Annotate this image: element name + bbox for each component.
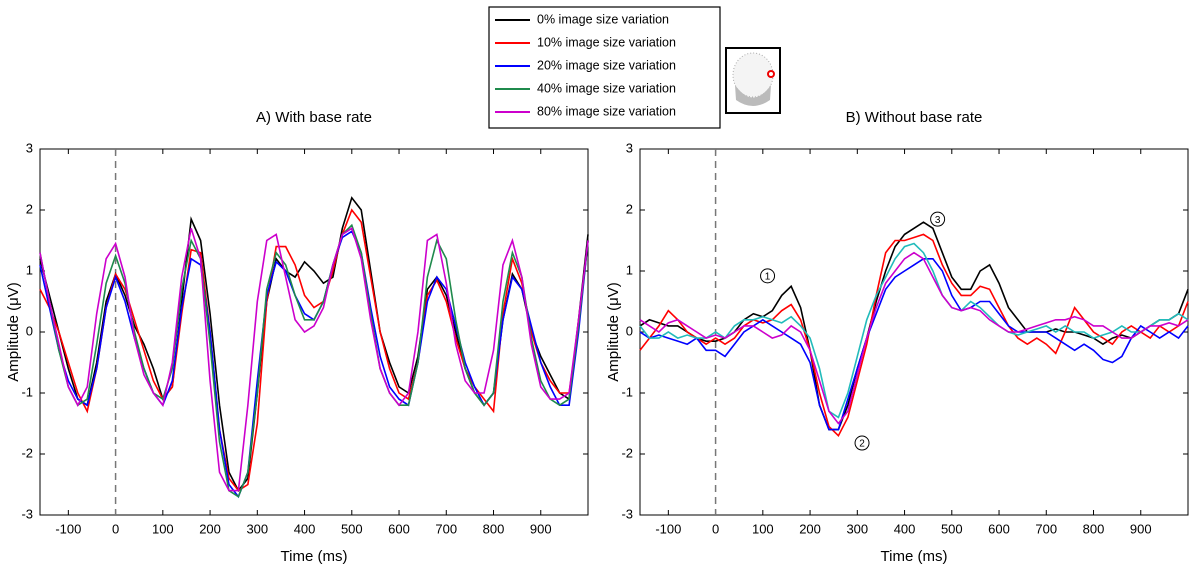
y-tick-label: 2 xyxy=(626,201,633,216)
x-tick-label: 700 xyxy=(435,521,457,536)
chart-title: B) Without base rate xyxy=(846,109,983,126)
x-tick-label: 900 xyxy=(530,521,552,536)
x-tick-label: -100 xyxy=(655,521,681,536)
x-tick-label: -100 xyxy=(55,521,81,536)
legend-label: 0% image size variation xyxy=(537,12,669,26)
y-tick-label: 0 xyxy=(626,323,633,338)
legend-label: 10% image size variation xyxy=(537,35,676,49)
x-tick-label: 200 xyxy=(799,521,821,536)
series-line xyxy=(39,227,589,492)
x-tick-label: 800 xyxy=(483,521,505,536)
chart-title: A) With base rate xyxy=(256,109,372,126)
annotation-circle xyxy=(930,211,946,227)
y-axis-label: Amplitude (μV) xyxy=(5,282,22,382)
legend-label: 20% image size variation xyxy=(537,58,676,72)
legend-box xyxy=(488,6,721,129)
y-tick-label: -3 xyxy=(21,506,33,521)
x-tick-label: 200 xyxy=(199,521,221,536)
x-tick-label: 400 xyxy=(894,521,916,536)
x-tick-label: 400 xyxy=(294,521,316,536)
y-tick-label: 1 xyxy=(26,262,33,277)
x-tick-label: 100 xyxy=(152,521,174,536)
y-tick-label: 1 xyxy=(626,262,633,277)
x-tick-label: 700 xyxy=(1035,521,1057,536)
x-tick-label: 0 xyxy=(112,521,119,536)
annotation: 3 xyxy=(935,215,941,226)
y-tick-label: 3 xyxy=(626,140,633,155)
series-line xyxy=(639,258,1189,431)
x-tick-label: 0 xyxy=(712,521,719,536)
x-tick-label: 600 xyxy=(388,521,410,536)
x-tick-label: 500 xyxy=(341,521,363,536)
y-tick-label: 0 xyxy=(26,323,33,338)
series-line xyxy=(639,233,1189,438)
x-tick-label: 100 xyxy=(752,521,774,536)
x-tick-label: 300 xyxy=(246,521,268,536)
plot-area xyxy=(639,148,1189,516)
y-tick-label: -3 xyxy=(621,506,633,521)
annotation-circle xyxy=(854,435,870,451)
y-tick-label: 3 xyxy=(26,140,33,155)
y-tick-label: 2 xyxy=(26,201,33,216)
series-line xyxy=(639,251,1189,425)
annotation: 1 xyxy=(765,272,771,283)
legend-label: 40% image size variation xyxy=(537,81,676,95)
x-tick-label: 600 xyxy=(988,521,1010,536)
y-tick-label: -1 xyxy=(621,384,633,399)
x-axis-label: Time (ms) xyxy=(281,548,348,565)
annotation-circle xyxy=(760,268,776,284)
x-tick-label: 800 xyxy=(1083,521,1105,536)
legend-label: 80% image size variation xyxy=(537,104,676,118)
x-tick-label: 900 xyxy=(1130,521,1152,536)
y-tick-label: -2 xyxy=(621,445,633,460)
x-tick-label: 500 xyxy=(941,521,963,536)
plot-area xyxy=(39,148,589,516)
annotation: 2 xyxy=(859,439,865,450)
y-axis-label: Amplitude (μV) xyxy=(605,282,622,382)
y-tick-label: -1 xyxy=(21,384,33,399)
series-line xyxy=(39,208,589,492)
x-axis-label: Time (ms) xyxy=(881,548,948,565)
series-line xyxy=(639,242,1189,419)
x-tick-label: 300 xyxy=(846,521,868,536)
head-inset xyxy=(725,47,781,114)
y-tick-label: -2 xyxy=(21,445,33,460)
